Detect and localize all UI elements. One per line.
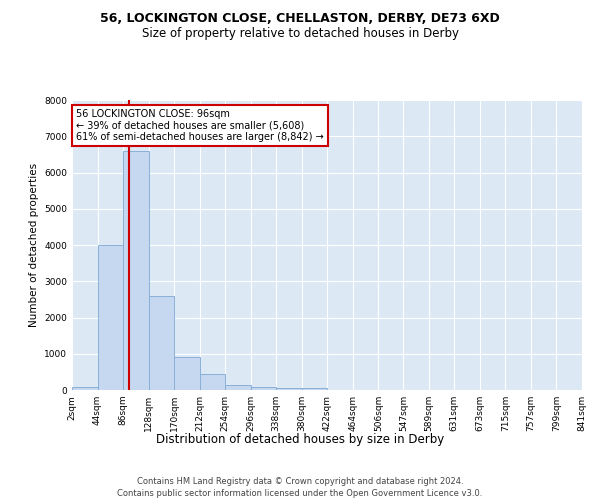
- Bar: [149, 296, 174, 390]
- Text: 56 LOCKINGTON CLOSE: 96sqm
← 39% of detached houses are smaller (5,608)
61% of s: 56 LOCKINGTON CLOSE: 96sqm ← 39% of deta…: [76, 109, 324, 142]
- Bar: [98, 245, 123, 390]
- Y-axis label: Number of detached properties: Number of detached properties: [29, 163, 38, 327]
- Text: Contains public sector information licensed under the Open Government Licence v3: Contains public sector information licen…: [118, 489, 482, 498]
- Bar: [200, 374, 225, 390]
- Bar: [251, 388, 276, 390]
- Bar: [225, 386, 251, 390]
- Bar: [174, 358, 200, 390]
- Text: Contains HM Land Registry data © Crown copyright and database right 2024.: Contains HM Land Registry data © Crown c…: [137, 478, 463, 486]
- Text: Size of property relative to detached houses in Derby: Size of property relative to detached ho…: [142, 28, 458, 40]
- Bar: [302, 388, 328, 390]
- Bar: [72, 387, 98, 390]
- Text: Distribution of detached houses by size in Derby: Distribution of detached houses by size …: [156, 432, 444, 446]
- Bar: [276, 388, 302, 390]
- Bar: [123, 151, 149, 390]
- Text: 56, LOCKINGTON CLOSE, CHELLASTON, DERBY, DE73 6XD: 56, LOCKINGTON CLOSE, CHELLASTON, DERBY,…: [100, 12, 500, 26]
